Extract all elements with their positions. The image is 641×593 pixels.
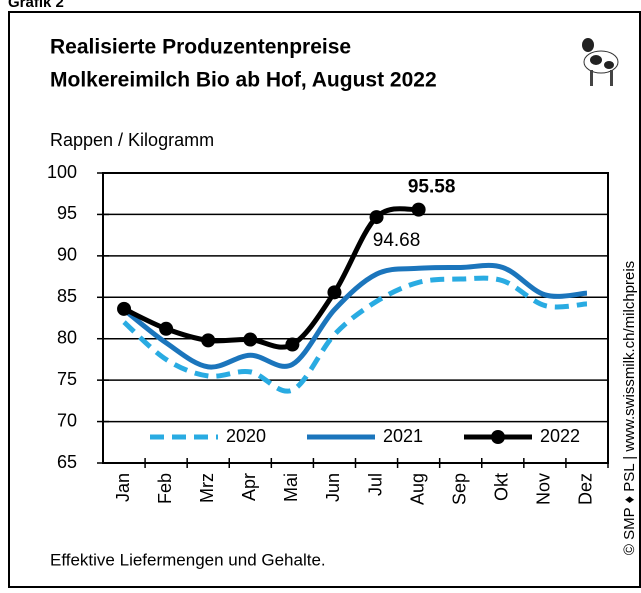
x-tick-label: Sep <box>449 473 469 505</box>
chart: Grafik 2 Realisierte Produzentenpreise M… <box>0 0 641 588</box>
y-tick-label: 80 <box>57 327 77 347</box>
x-tick-label: Feb <box>155 473 175 504</box>
y-tick-label: 90 <box>57 245 77 265</box>
data-label: 95.58 <box>408 177 456 198</box>
y-tick-label: 100 <box>47 162 77 182</box>
x-tick-label: Nov <box>534 473 554 505</box>
cow-icon <box>582 38 618 86</box>
x-tick-label: Jun <box>323 473 343 502</box>
x-tick-label: Okt <box>492 473 512 501</box>
figure-label: Grafik 2 <box>8 0 64 11</box>
chart-subtitle: Molkereimilch Bio ab Hof, August 2022 <box>50 69 437 92</box>
y-tick-label: 85 <box>57 286 77 306</box>
y-tick-label: 95 <box>57 203 77 223</box>
x-tick-label: Dez <box>576 473 596 505</box>
marker <box>412 203 426 217</box>
x-tick-label: Mrz <box>197 473 217 503</box>
y-tick-label: 65 <box>57 452 77 472</box>
legend-label: 2020 <box>226 426 266 446</box>
marker <box>201 333 215 347</box>
y-tick-label: 70 <box>57 410 77 430</box>
marker <box>159 322 173 336</box>
y-axis-label: Rappen / Kilogramm <box>50 130 214 150</box>
series-line <box>124 278 587 391</box>
y-tick-label: 75 <box>57 369 77 389</box>
footnote: Effektive Liefermengen und Gehalte. <box>50 550 326 569</box>
marker <box>243 333 257 347</box>
legend-label: 2021 <box>383 426 423 446</box>
x-tick-label: Mai <box>281 473 301 502</box>
marker <box>370 210 384 224</box>
source: © SMP ♦ PSL | www.swissmilk.ch/milchprei… <box>621 261 638 555</box>
marker <box>117 302 131 316</box>
data-label: 94.68 <box>373 230 421 251</box>
chart-title: Realisierte Produzentenpreise <box>50 36 351 59</box>
legend-label: 2022 <box>540 426 580 446</box>
x-tick-label: Apr <box>239 473 259 501</box>
x-tick-label: Jan <box>113 473 133 502</box>
marker <box>327 285 341 299</box>
marker <box>285 338 299 352</box>
legend-marker <box>491 430 505 444</box>
x-tick-label: Aug <box>407 473 427 505</box>
x-tick-label: Jul <box>365 473 385 496</box>
